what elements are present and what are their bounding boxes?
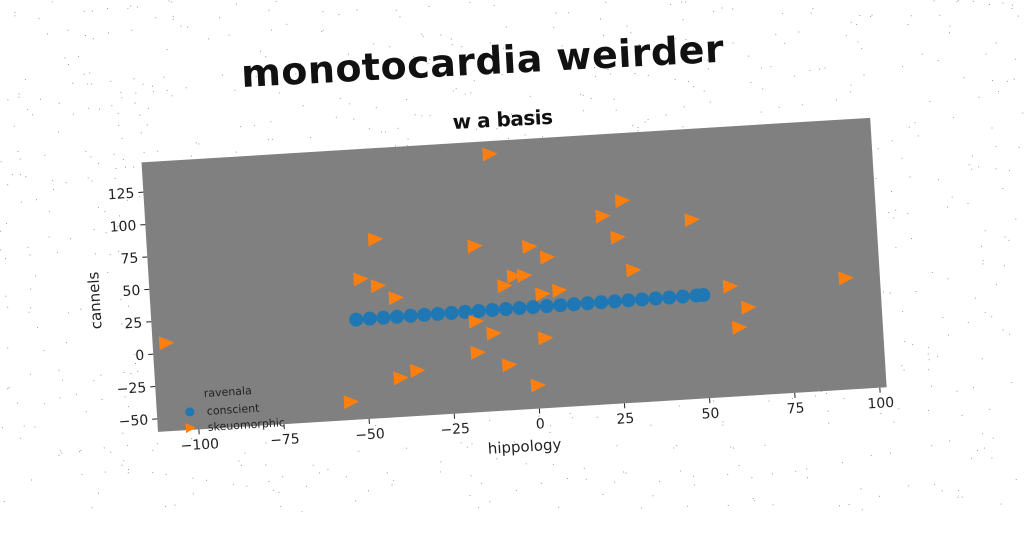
x-tick-label: −25 (440, 421, 470, 439)
speckle (2, 427, 3, 428)
speckle (942, 490, 943, 491)
speckle (773, 504, 774, 505)
speckle (1001, 504, 1002, 505)
y-tick-label: 75 (120, 251, 139, 268)
speckle (1022, 113, 1023, 114)
y-tick-label: 25 (124, 315, 143, 332)
speckle (169, 1, 170, 2)
x-tick-label: −50 (355, 426, 385, 444)
speckle (1012, 5, 1013, 6)
speckle (641, 508, 642, 509)
speckle (171, 2, 172, 3)
speckle (92, 11, 93, 12)
x-tick-label: 50 (701, 406, 720, 423)
speckle (754, 500, 755, 501)
speckle (958, 497, 959, 498)
speckle (107, 8, 108, 9)
speckle (862, 509, 863, 510)
speckle (130, 6, 131, 7)
x-tick-label: 25 (616, 411, 635, 428)
x-tick-label: 100 (867, 395, 895, 413)
y-tick-label: −25 (116, 380, 146, 398)
speckle (4, 501, 5, 502)
y-tick-label: 50 (122, 283, 141, 300)
speckle (1012, 8, 1013, 9)
speckle (728, 505, 729, 506)
y-tick-label: 100 (109, 218, 137, 236)
speckle (962, 497, 963, 498)
speckle (15, 12, 16, 13)
speckle (687, 506, 688, 507)
speckle (753, 498, 754, 499)
x-tick-label: −75 (270, 431, 300, 449)
speckle (52, 1, 53, 2)
y-tick-label: 125 (107, 186, 135, 204)
speckle (14, 15, 15, 16)
y-tick-label: 0 (135, 348, 145, 365)
x-tick-label: 0 (535, 416, 545, 433)
speckle (1015, 59, 1016, 60)
speckle (39, 18, 40, 19)
y-tick-label: −50 (118, 412, 148, 430)
speckle (276, 1, 277, 2)
speckle (84, 11, 85, 12)
speckle (268, 10, 269, 11)
x-tick-label: −100 (180, 436, 219, 454)
speckle (1018, 16, 1019, 17)
y-axis-label: cannels (84, 271, 105, 330)
speckle (236, 4, 237, 5)
speckle (1019, 147, 1020, 148)
speckle (137, 7, 138, 8)
x-axis-label: hippology (487, 435, 562, 457)
speckle (958, 490, 959, 491)
speckle (173, 16, 174, 17)
speckle (879, 496, 880, 497)
speckle (839, 505, 840, 506)
speckle (127, 8, 128, 9)
speckle (1014, 79, 1015, 80)
speckle (155, 17, 156, 18)
speckle (849, 504, 850, 505)
x-tick-label: 75 (786, 400, 805, 417)
